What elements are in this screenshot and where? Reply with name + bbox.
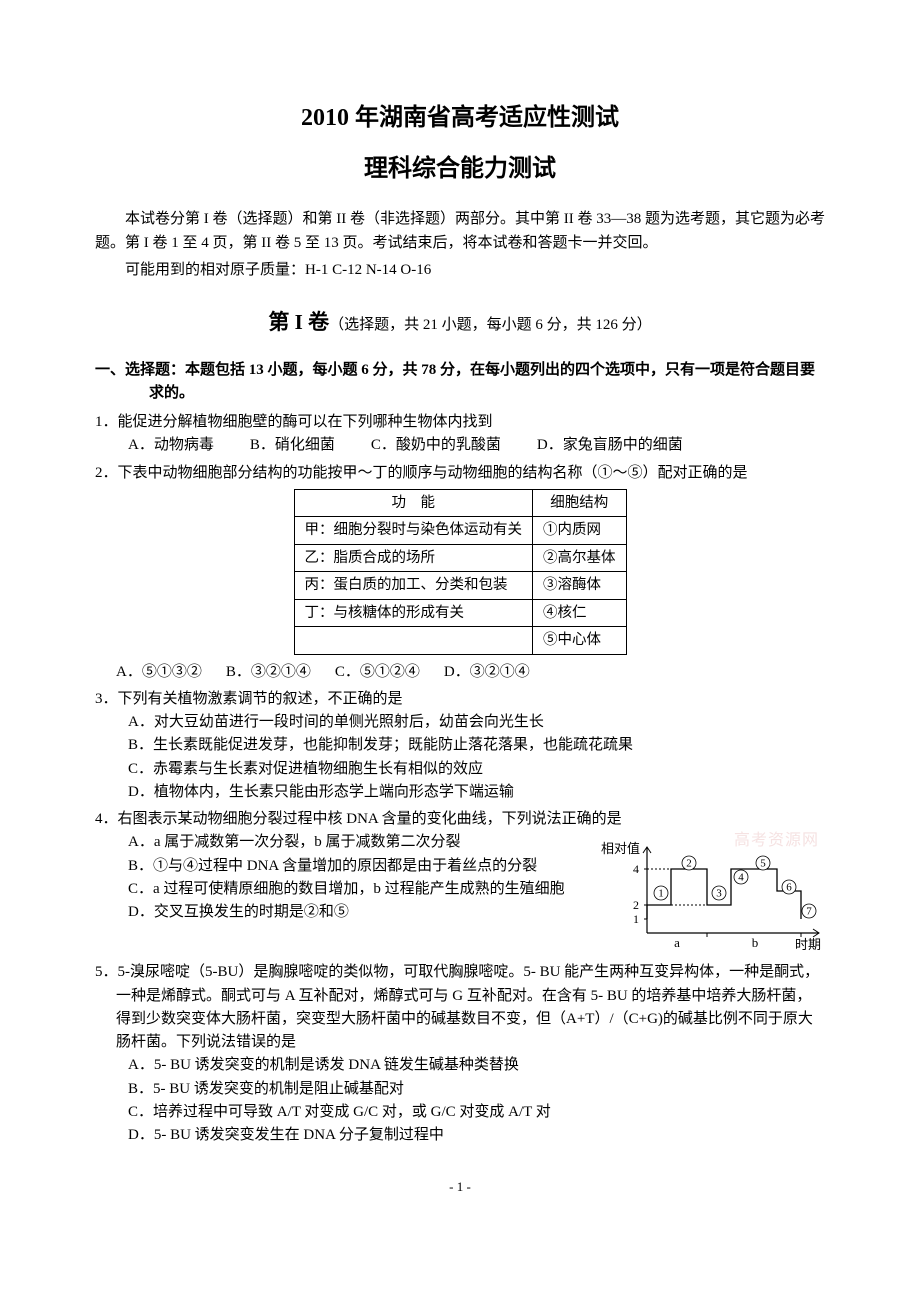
q1-opt-a: A．动物病毒 — [128, 434, 214, 457]
question-4: 4．右图表示某动物细胞分裂过程中核 DNA 含量的变化曲线，下列说法正确的是 高… — [95, 808, 825, 957]
question-2: 2．下表中动物细胞部分结构的功能按甲～丁的顺序与动物细胞的结构名称（①～⑤）配对… — [95, 462, 825, 684]
q2-r4c0 — [294, 627, 533, 654]
q1-stem: 1．能促进分解植物细胞壁的酶可以在下列哪种生物体内找到 — [116, 411, 825, 434]
q2-stem: 2．下表中动物细胞部分结构的功能按甲～丁的顺序与动物细胞的结构名称（①～⑤）配对… — [116, 462, 825, 485]
page-number: - 1 - — [95, 1177, 825, 1197]
exam-intro-2: 可能用到的相对原子质量：H-1 C-12 N-14 O-16 — [95, 259, 825, 282]
q2-r0c0: 甲：细胞分裂时与染色体运动有关 — [294, 517, 533, 544]
ytick-2: 2 — [633, 898, 639, 912]
q2-opt-b: B．③②①④ — [226, 661, 311, 684]
volume-header: 第 I 卷（选择题，共 21 小题，每小题 6 分，共 126 分） — [95, 306, 825, 339]
x-seg-b: b — [752, 935, 759, 950]
question-5: 5．5-溴尿嘧啶（5-BU）是胸腺嘧啶的类似物，可取代胸腺嘧啶。5- BU 能产… — [95, 961, 825, 1147]
q2-options: A．⑤①③② B．③②①④ C．⑤①②④ D．③②①④ — [116, 661, 825, 684]
x-seg-a: a — [674, 935, 680, 950]
ytick-1: 1 — [633, 912, 639, 926]
q3-options: A．对大豆幼苗进行一段时间的单侧光照射后，幼苗会向光生长 B．生长素既能促进发芽… — [128, 711, 825, 804]
q3-opt-d: D．植物体内，生长素只能由形态学上端向形态学下端运输 — [128, 781, 825, 804]
q1-opt-c: C．酸奶中的乳酸菌 — [371, 434, 501, 457]
title-sub: 理科综合能力测试 — [95, 151, 825, 188]
svg-text:2: 2 — [686, 858, 692, 870]
volume-desc: （选择题，共 21 小题，每小题 6 分，共 126 分） — [329, 317, 652, 333]
svg-text:7: 7 — [806, 906, 812, 918]
q4-opt-c: C．a 过程可使精原细胞的数目增加，b 过程能产生成熟的生殖细胞 — [128, 878, 585, 901]
part-header: 一、选择题：本题包括 13 小题，每小题 6 分，共 78 分，在每小题列出的四… — [149, 359, 825, 406]
chart-labels: 1 2 3 4 5 6 7 — [654, 856, 816, 918]
q1-opt-b: B．硝化细菌 — [250, 434, 335, 457]
q3-opt-c: C．赤霉素与生长素对促进植物细胞生长有相似的效应 — [128, 758, 825, 781]
q2-r1c1: ②高尔基体 — [533, 544, 627, 571]
q5-opt-a: A．5- BU 诱发突变的机制是诱发 DNA 链发生碱基种类替换 — [128, 1054, 825, 1077]
q5-opt-d: D．5- BU 诱发突变发生在 DNA 分子复制过程中 — [128, 1124, 825, 1147]
q2-opt-d: D．③②①④ — [444, 661, 530, 684]
q2-r3c0: 丁：与核糖体的形成有关 — [294, 599, 533, 626]
q2-table: 功 能 细胞结构 甲：细胞分裂时与染色体运动有关①内质网 乙：脂质合成的场所②高… — [294, 489, 627, 655]
q2-r0c1: ①内质网 — [533, 517, 627, 544]
q1-opt-d: D．家兔盲肠中的细菌 — [537, 434, 683, 457]
q2-th-func: 功 能 — [294, 489, 533, 516]
q1-options: A．动物病毒 B．硝化细菌 C．酸奶中的乳酸菌 D．家兔盲肠中的细菌 — [128, 434, 825, 457]
watermark: 高考资源网 — [734, 829, 819, 854]
q2-r3c1: ④核仁 — [533, 599, 627, 626]
q4-chart: 高考资源网 4 2 1 a b 相对值 时期 — [595, 827, 825, 957]
volume-label: 第 I 卷 — [268, 310, 329, 334]
q5-opt-c: C．培养过程中可导致 A/T 对变成 G/C 对，或 G/C 对变成 A/T 对 — [128, 1101, 825, 1124]
q2-opt-a: A．⑤①③② — [116, 661, 202, 684]
q4-options: A．a 属于减数第一次分裂，b 属于减数第二次分裂 B．①与④过程中 DNA 含… — [128, 831, 585, 924]
svg-text:5: 5 — [760, 858, 766, 870]
q4-opt-d: D．交叉互换发生的时期是②和⑤ — [128, 901, 585, 924]
svg-text:4: 4 — [738, 872, 744, 884]
q3-opt-a: A．对大豆幼苗进行一段时间的单侧光照射后，幼苗会向光生长 — [128, 711, 825, 734]
svg-text:6: 6 — [786, 882, 792, 894]
q2-opt-c: C．⑤①②④ — [335, 661, 420, 684]
q2-r2c0: 丙：蛋白质的加工、分类和包装 — [294, 572, 533, 599]
question-1: 1．能促进分解植物细胞壁的酶可以在下列哪种生物体内找到 A．动物病毒 B．硝化细… — [95, 411, 825, 458]
q5-opt-b: B．5- BU 诱发突变的机制是阻止碱基配对 — [128, 1078, 825, 1101]
q2-r1c0: 乙：脂质合成的场所 — [294, 544, 533, 571]
exam-intro-1: 本试卷分第 I 卷（选择题）和第 II 卷（非选择题）两部分。其中第 II 卷 … — [95, 208, 825, 255]
ytick-4: 4 — [633, 862, 639, 876]
q3-stem: 3．下列有关植物激素调节的叙述，不正确的是 — [116, 688, 825, 711]
question-3: 3．下列有关植物激素调节的叙述，不正确的是 A．对大豆幼苗进行一段时间的单侧光照… — [95, 688, 825, 804]
q4-opt-a: A．a 属于减数第一次分裂，b 属于减数第二次分裂 — [128, 831, 585, 854]
svg-text:3: 3 — [716, 888, 722, 900]
q2-r2c1: ③溶酶体 — [533, 572, 627, 599]
q5-options: A．5- BU 诱发突变的机制是诱发 DNA 链发生碱基种类替换 B．5- BU… — [128, 1054, 825, 1147]
y-label: 相对值 — [601, 841, 640, 856]
x-label: 时期 — [795, 937, 821, 952]
svg-text:1: 1 — [658, 888, 664, 900]
q2-th-struct: 细胞结构 — [533, 489, 627, 516]
title-main: 2010 年湖南省高考适应性测试 — [95, 100, 825, 137]
q5-stem: 5．5-溴尿嘧啶（5-BU）是胸腺嘧啶的类似物，可取代胸腺嘧啶。5- BU 能产… — [116, 961, 825, 1054]
q4-opt-b: B．①与④过程中 DNA 含量增加的原因都是由于着丝点的分裂 — [128, 855, 585, 878]
q2-r4c1: ⑤中心体 — [533, 627, 627, 654]
q3-opt-b: B．生长素既能促进发芽，也能抑制发芽；既能防止落花落果，也能疏花疏果 — [128, 734, 825, 757]
